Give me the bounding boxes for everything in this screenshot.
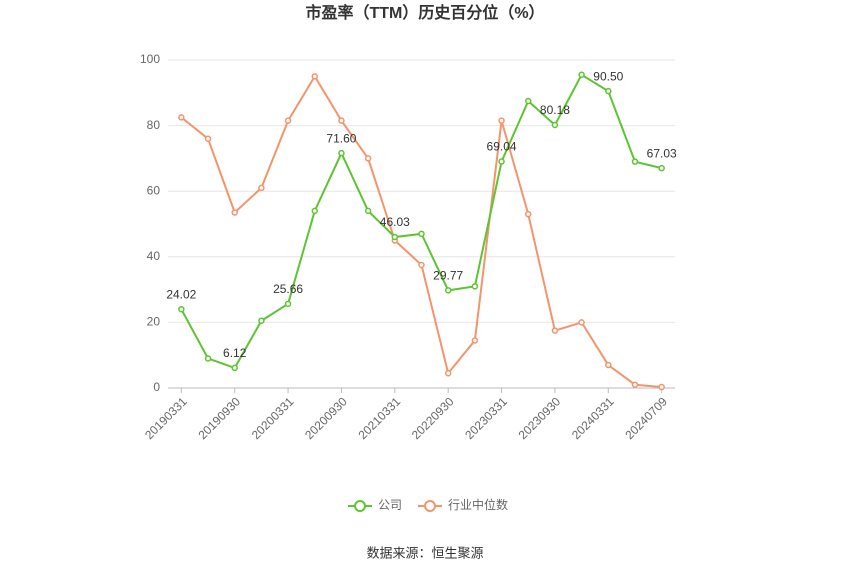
point xyxy=(258,317,265,325)
point xyxy=(498,158,505,165)
point xyxy=(551,327,559,334)
point xyxy=(284,300,292,308)
point xyxy=(605,87,612,95)
point xyxy=(444,287,452,294)
value-label: 29.77 xyxy=(433,269,463,283)
point xyxy=(178,114,185,121)
point xyxy=(364,207,372,215)
legend-marker xyxy=(424,500,437,512)
point xyxy=(231,364,238,372)
point xyxy=(631,381,639,388)
point xyxy=(311,73,319,80)
value-label: 67.03 xyxy=(647,146,677,160)
point xyxy=(418,261,425,269)
point xyxy=(204,355,212,362)
value-label: 71.60 xyxy=(326,131,356,145)
value-label: 25.66 xyxy=(273,282,303,296)
x-tick-label: 20200930 xyxy=(302,394,350,442)
point xyxy=(338,117,345,124)
x-tick-label: 20190331 xyxy=(142,394,190,442)
y-tick-label: 80 xyxy=(147,118,161,132)
point xyxy=(524,210,532,218)
legend-item: 行业中位数 xyxy=(418,497,508,512)
x-tick-label: 20240709 xyxy=(622,394,670,442)
point xyxy=(658,383,665,391)
value-label: 24.02 xyxy=(166,287,196,301)
value-label: 80.18 xyxy=(540,103,570,117)
x-tick-label: 20220930 xyxy=(409,394,457,442)
point xyxy=(631,158,639,165)
value-label: 69.04 xyxy=(487,140,517,154)
point xyxy=(498,117,505,124)
point xyxy=(204,135,212,142)
chart-title: 市盈率（TTM）历史百分位（%） xyxy=(305,3,544,22)
x-tick-label: 20230930 xyxy=(516,394,564,442)
point xyxy=(471,283,479,290)
point xyxy=(338,149,345,157)
point xyxy=(444,369,452,377)
point xyxy=(418,230,425,238)
legend-marker xyxy=(354,500,366,512)
point xyxy=(605,361,612,369)
point xyxy=(578,319,585,326)
x-tick-label: 20240331 xyxy=(569,394,617,442)
y-tick-label: 60 xyxy=(147,183,161,197)
x-tick-label: 20200331 xyxy=(249,394,297,442)
x-tick-label: 20230331 xyxy=(462,394,510,442)
legend-item: 公司 xyxy=(348,498,402,512)
value-label: 46.03 xyxy=(380,215,410,229)
point xyxy=(524,97,532,105)
value-label: 6.12 xyxy=(223,346,247,360)
series-line xyxy=(180,73,662,370)
point xyxy=(231,209,238,216)
y-tick-label: 40 xyxy=(147,249,161,263)
point xyxy=(311,207,319,215)
x-tick-label: 20210331 xyxy=(356,394,404,442)
y-tick-label: 20 xyxy=(147,315,161,329)
value-label: 90.50 xyxy=(593,69,623,83)
y-tick-label: 100 xyxy=(140,52,160,66)
point xyxy=(364,155,372,162)
point xyxy=(551,121,559,129)
x-tick-label: 20190930 xyxy=(195,394,243,442)
legend-label: 行业中位数 xyxy=(448,497,508,512)
point xyxy=(658,164,665,172)
point xyxy=(578,71,585,79)
source: 数据来源：恒生聚源 xyxy=(366,545,483,560)
y-tick-label: 0 xyxy=(153,380,160,394)
point xyxy=(258,184,265,192)
point xyxy=(471,337,479,344)
point xyxy=(284,117,292,124)
legend-label: 公司 xyxy=(378,498,402,512)
point xyxy=(391,233,399,241)
point xyxy=(178,305,185,313)
